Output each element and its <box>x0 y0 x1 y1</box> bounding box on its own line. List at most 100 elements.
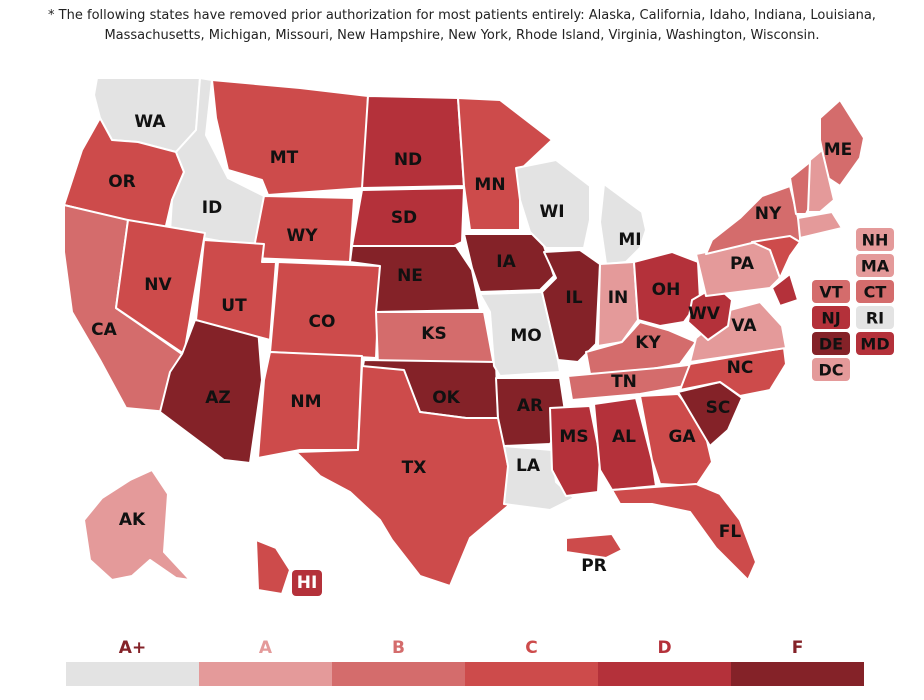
state-label-hi: HI <box>297 573 318 593</box>
state-label-ca: CA <box>91 320 117 340</box>
chip-vt[interactable] <box>812 280 850 303</box>
state-shapes <box>63 77 865 596</box>
state-labels: WA OR CA ID NV AZ MT WY UT CO NM ND SD NE KS OK TX MN IA MO… <box>91 112 852 593</box>
state-label-wi: WI <box>539 202 564 222</box>
small-region-4 <box>771 273 799 307</box>
state-label-co: CO <box>309 312 336 332</box>
small-region-5 <box>255 539 291 595</box>
state-az[interactable] <box>159 319 263 464</box>
state-hi[interactable] <box>292 570 322 596</box>
state-label-mn: MN <box>474 175 505 195</box>
state-label-tn: TN <box>611 372 637 392</box>
state-pr[interactable] <box>565 533 623 559</box>
state-nm[interactable] <box>257 351 363 459</box>
chip-label-de: DE <box>819 335 843 354</box>
chip-nj[interactable] <box>812 306 850 329</box>
chip-label-vt: VT <box>819 283 842 302</box>
legend-swatch-4 <box>598 662 731 686</box>
legend-label-1: A <box>259 638 273 658</box>
state-label-ar: AR <box>517 396 543 416</box>
chip-label-ma: MA <box>861 257 890 276</box>
state-label-mi: MI <box>618 230 641 250</box>
state-label-me: ME <box>824 140 853 160</box>
state-label-ks: KS <box>421 324 446 344</box>
legend-swatch-0 <box>66 662 199 686</box>
chip-ct[interactable] <box>856 280 894 303</box>
state-label-sc: SC <box>706 398 731 418</box>
state-label-wy: WY <box>286 226 318 246</box>
state-ar[interactable] <box>495 377 567 447</box>
grade-legend: A+ A B C D F <box>66 638 864 686</box>
state-label-ia: IA <box>496 252 516 272</box>
chip-label-dc: DC <box>818 361 843 380</box>
state-me[interactable] <box>819 99 865 187</box>
state-label-mo: MO <box>510 326 541 346</box>
state-tx[interactable] <box>295 365 509 587</box>
state-wi[interactable] <box>515 159 591 249</box>
state-label-or: OR <box>108 172 136 192</box>
state-label-wa: WA <box>134 112 166 132</box>
state-label-va: VA <box>731 316 757 336</box>
legend-swatch-3 <box>465 662 598 686</box>
state-ak[interactable] <box>83 469 191 581</box>
state-ut[interactable] <box>195 239 277 341</box>
legend-swatch-5 <box>731 662 864 686</box>
legend-label-5: F <box>792 638 804 658</box>
chip-md[interactable] <box>856 332 894 355</box>
chip-label-md: MD <box>860 335 889 354</box>
legend-label-2: B <box>392 638 405 658</box>
state-label-az: AZ <box>205 388 230 408</box>
small-region-3 <box>797 211 843 239</box>
state-label-ne: NE <box>397 266 423 286</box>
state-label-nm: NM <box>290 392 321 412</box>
chip-ri[interactable] <box>856 306 894 329</box>
state-label-oh: OH <box>652 280 681 300</box>
state-ms[interactable] <box>549 405 601 497</box>
chip-label-nj: NJ <box>821 309 840 328</box>
state-nc[interactable] <box>679 347 787 397</box>
state-label-pr: PR <box>581 556 607 576</box>
state-nd[interactable] <box>361 95 465 189</box>
state-label-nd: ND <box>394 150 422 170</box>
state-label-ok: OK <box>432 388 460 408</box>
legend-swatch-2 <box>332 662 465 686</box>
state-label-nc: NC <box>727 358 754 378</box>
state-label-in: IN <box>608 288 629 308</box>
state-label-nv: NV <box>144 275 172 295</box>
legend-label-4: D <box>657 638 671 658</box>
state-label-il: IL <box>565 288 582 308</box>
state-label-ky: KY <box>635 333 661 353</box>
chip-label-ri: RI <box>866 309 884 328</box>
small-region-0 <box>751 235 801 279</box>
state-label-ga: GA <box>668 427 696 447</box>
state-mi[interactable] <box>599 183 647 265</box>
chip-nh[interactable] <box>856 228 894 251</box>
state-label-ny: NY <box>755 204 782 224</box>
state-label-pa: PA <box>730 254 755 274</box>
legend-swatch-1 <box>199 662 332 686</box>
northeast-chips: NH MA VT CT NJ RI DE MD DC <box>812 228 894 381</box>
state-label-fl: FL <box>719 522 742 542</box>
state-il[interactable] <box>541 249 601 363</box>
chip-dc[interactable] <box>812 358 850 381</box>
state-mt[interactable] <box>211 79 369 196</box>
chip-de[interactable] <box>812 332 850 355</box>
state-label-mt: MT <box>270 148 299 168</box>
chip-label-ct: CT <box>864 283 887 302</box>
state-in[interactable] <box>597 261 639 347</box>
state-label-ak: AK <box>119 510 146 530</box>
state-label-tx: TX <box>402 458 427 478</box>
state-label-wv: WV <box>688 304 721 324</box>
chip-ma[interactable] <box>856 254 894 277</box>
state-fl[interactable] <box>611 483 757 581</box>
state-label-la: LA <box>516 456 541 476</box>
state-label-ut: UT <box>221 296 247 316</box>
state-label-id: ID <box>202 198 222 218</box>
state-co[interactable] <box>269 261 381 359</box>
legend-label-3: C <box>525 638 537 658</box>
chip-label-nh: NH <box>862 231 889 250</box>
state-label-sd: SD <box>391 208 417 228</box>
footnote: * The following states have removed prio… <box>48 8 876 43</box>
legend-label-0: A+ <box>119 638 146 658</box>
